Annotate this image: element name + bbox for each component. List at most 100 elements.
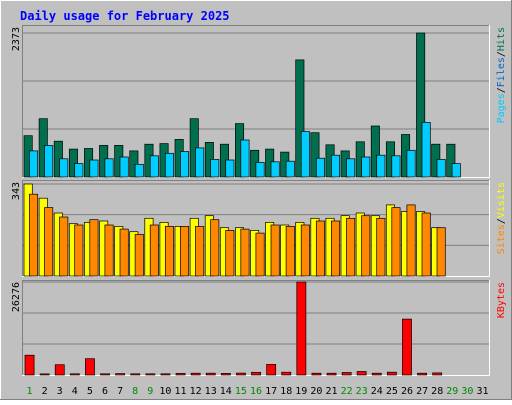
bar-sites-day-9: [149, 224, 159, 277]
bar-pages-day-2: [44, 145, 54, 178]
bar-pages-day-15: [240, 139, 250, 178]
bar-kbytes-day-10: [160, 373, 171, 376]
bar-sites-day-28: [436, 227, 446, 277]
bar-sites-day-17: [270, 224, 280, 277]
chart-title: Daily usage for February 2025: [20, 9, 230, 23]
day-label-24: 24: [371, 386, 383, 397]
bar-sites-day-24: [376, 217, 386, 277]
bar-kbytes-day-19: [296, 281, 307, 376]
chart-panels: 2373Pages/Files/Hits343Sites/Visits26276…: [11, 25, 507, 376]
bar-hits-day-8: [129, 150, 139, 178]
bar-pages-day-29: [451, 163, 461, 178]
bar-pages-day-7: [119, 156, 129, 178]
bar-sites-day-26: [406, 204, 416, 277]
bar-sites-day-3: [59, 216, 69, 277]
legend-item-visits: Visits: [496, 182, 507, 218]
legend-item-sep: /: [496, 218, 507, 224]
legend-item-hits: Hits: [496, 27, 507, 51]
day-label-17: 17: [265, 386, 277, 397]
bar-sites-day-22: [346, 217, 356, 277]
bar-pages-day-3: [59, 158, 69, 178]
bar-kbytes-day-7: [115, 373, 126, 376]
legend: KBytes: [496, 282, 507, 318]
bar-pages-day-17: [270, 161, 280, 178]
bar-sites-day-21: [331, 220, 341, 277]
bar-sites-day-13: [210, 219, 220, 277]
bar-kbytes-day-3: [54, 364, 65, 376]
day-label-7: 7: [117, 386, 123, 397]
day-label-29: 29: [446, 386, 458, 397]
bar-kbytes-day-8: [130, 373, 141, 376]
day-label-22: 22: [341, 386, 353, 397]
bar-kbytes-day-26: [402, 318, 412, 376]
bar-pages-day-18: [285, 160, 295, 178]
legend-item-sep: /: [496, 87, 507, 93]
legend-item-kbytes: KBytes: [496, 282, 507, 318]
bar-kbytes-day-5: [85, 358, 95, 376]
bar-pages-day-26: [406, 149, 416, 178]
day-label-28: 28: [431, 386, 443, 397]
bar-pages-day-12: [195, 147, 205, 178]
bar-hits-day-19: [295, 59, 305, 178]
bar-sites-day-16: [255, 232, 265, 277]
day-label-16: 16: [250, 386, 262, 397]
bar-kbytes-day-20: [311, 372, 322, 376]
y-max-label: 26276: [11, 282, 22, 312]
day-label-21: 21: [325, 386, 337, 397]
day-label-4: 4: [72, 386, 78, 397]
bar-sites-day-11: [180, 226, 190, 277]
y-max-label: 2373: [11, 27, 22, 51]
bar-sites-day-2: [44, 207, 54, 277]
bar-sites-day-18: [285, 226, 295, 277]
bar-hits-day-29: [446, 143, 456, 178]
bar-pages-day-19: [300, 131, 310, 178]
day-label-6: 6: [102, 386, 108, 397]
bar-pages-day-23: [361, 156, 371, 178]
bar-hits-day-4: [68, 148, 78, 178]
bar-kbytes-day-15: [236, 372, 246, 376]
day-label-18: 18: [280, 386, 292, 397]
day-axis-labels: 1 2 3 4 5 6 7 8 9 10 11 12 13 14 15 16 17 18 19 20 21 22 23 24 2…: [26, 386, 488, 397]
bar-pages-day-9: [149, 155, 159, 178]
bar-hits-day-20: [310, 132, 320, 178]
bar-sites-day-5: [89, 219, 99, 277]
bar-sites-day-15: [240, 228, 250, 277]
day-label-30: 30: [461, 386, 473, 397]
panel-area: [22, 280, 490, 376]
bar-kbytes-day-13: [205, 372, 216, 376]
panel-kbytes: 26276 KBytes: [11, 280, 507, 376]
bar-kbytes-day-27: [417, 372, 427, 376]
bar-sites-day-8: [134, 234, 144, 277]
day-label-31: 31: [476, 386, 488, 397]
day-label-20: 20: [310, 386, 322, 397]
day-label-26: 26: [401, 386, 413, 397]
day-label-1: 1: [26, 386, 32, 397]
day-label-5: 5: [87, 386, 93, 397]
day-label-15: 15: [235, 386, 247, 397]
bar-sites-day-10: [164, 226, 174, 277]
bar-kbytes-day-21: [326, 372, 337, 376]
day-label-13: 13: [205, 386, 217, 397]
bar-kbytes-day-28: [432, 372, 443, 376]
bar-kbytes-day-12: [190, 372, 201, 376]
day-label-11: 11: [174, 386, 186, 397]
day-label-23: 23: [356, 386, 368, 397]
legend: Pages/Files/Hits: [496, 27, 507, 123]
bar-sites-day-23: [361, 215, 371, 277]
bar-pages-day-4: [74, 163, 84, 178]
day-label-12: 12: [190, 386, 202, 397]
bar-kbytes-day-11: [175, 373, 186, 376]
legend-item-files: Files: [496, 57, 507, 87]
bar-sites-day-1: [29, 193, 39, 277]
day-label-25: 25: [386, 386, 398, 397]
legend-item-pages: Pages: [496, 93, 507, 123]
bar-kbytes-day-2: [39, 373, 50, 376]
bar-kbytes-day-23: [356, 371, 367, 376]
bar-pages-day-11: [180, 151, 190, 178]
bar-pages-day-28: [436, 159, 446, 178]
bar-sites-day-20: [315, 220, 325, 277]
bar-pages-day-25: [391, 155, 401, 178]
day-label-9: 9: [147, 386, 153, 397]
